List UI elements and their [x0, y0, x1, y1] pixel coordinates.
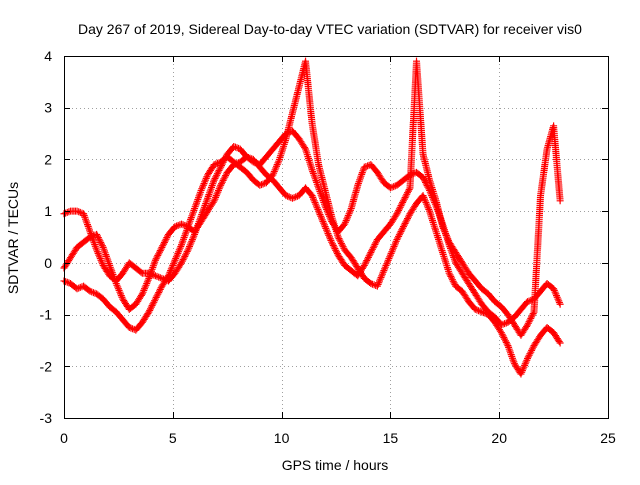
- grid-lines: [64, 56, 608, 418]
- tick-labels: 0 5 10 15 20 25 -3 -2 -1 0 1 2 3 4: [40, 48, 616, 446]
- data-point: [380, 267, 388, 275]
- data-point: [158, 243, 166, 251]
- data-point: [178, 220, 186, 228]
- data-point: [158, 274, 166, 282]
- x-tick-label: 25: [600, 430, 616, 446]
- data-point: [151, 272, 159, 280]
- chart-title: Day 267 of 2019, Sidereal Day-to-day VTE…: [78, 21, 582, 37]
- axis-ticks: [64, 56, 609, 419]
- data-point: [556, 300, 564, 308]
- x-tick-label: 15: [383, 430, 399, 446]
- y-tick-label: 3: [44, 100, 52, 116]
- x-tick-label: 0: [60, 430, 68, 446]
- data-point: [399, 197, 407, 205]
- data-point: [93, 230, 101, 238]
- y-tick-label: 1: [44, 203, 52, 219]
- data-point: [367, 249, 375, 257]
- series-trace: [62, 59, 563, 377]
- data-point: [288, 194, 296, 202]
- y-tick-label: 4: [44, 48, 52, 64]
- y-tick-label: -3: [40, 410, 53, 426]
- x-tick-label: 20: [491, 430, 507, 446]
- y-tick-label: 2: [44, 151, 52, 167]
- plot-frame: [64, 56, 609, 419]
- data-point: [386, 251, 394, 259]
- y-axis-label: SDTVAR / TECUs: [5, 182, 21, 294]
- x-axis-label: GPS time / hours: [282, 457, 389, 473]
- data-point: [478, 308, 486, 316]
- data-point: [399, 223, 407, 231]
- series-track-1: [60, 57, 564, 378]
- data-point: [151, 295, 159, 303]
- x-tick-label: 10: [274, 430, 290, 446]
- data-point: [184, 246, 192, 254]
- data-point: [217, 163, 225, 171]
- x-tick-label: 5: [169, 430, 177, 446]
- y-tick-label: -2: [40, 358, 53, 374]
- data-point: [393, 236, 401, 244]
- data-point: [217, 181, 225, 189]
- y-tick-label: 0: [44, 255, 52, 271]
- y-tick-label: -1: [40, 307, 53, 323]
- series-track-3: [60, 57, 564, 339]
- data-point: [373, 282, 381, 290]
- data-points: [60, 57, 564, 378]
